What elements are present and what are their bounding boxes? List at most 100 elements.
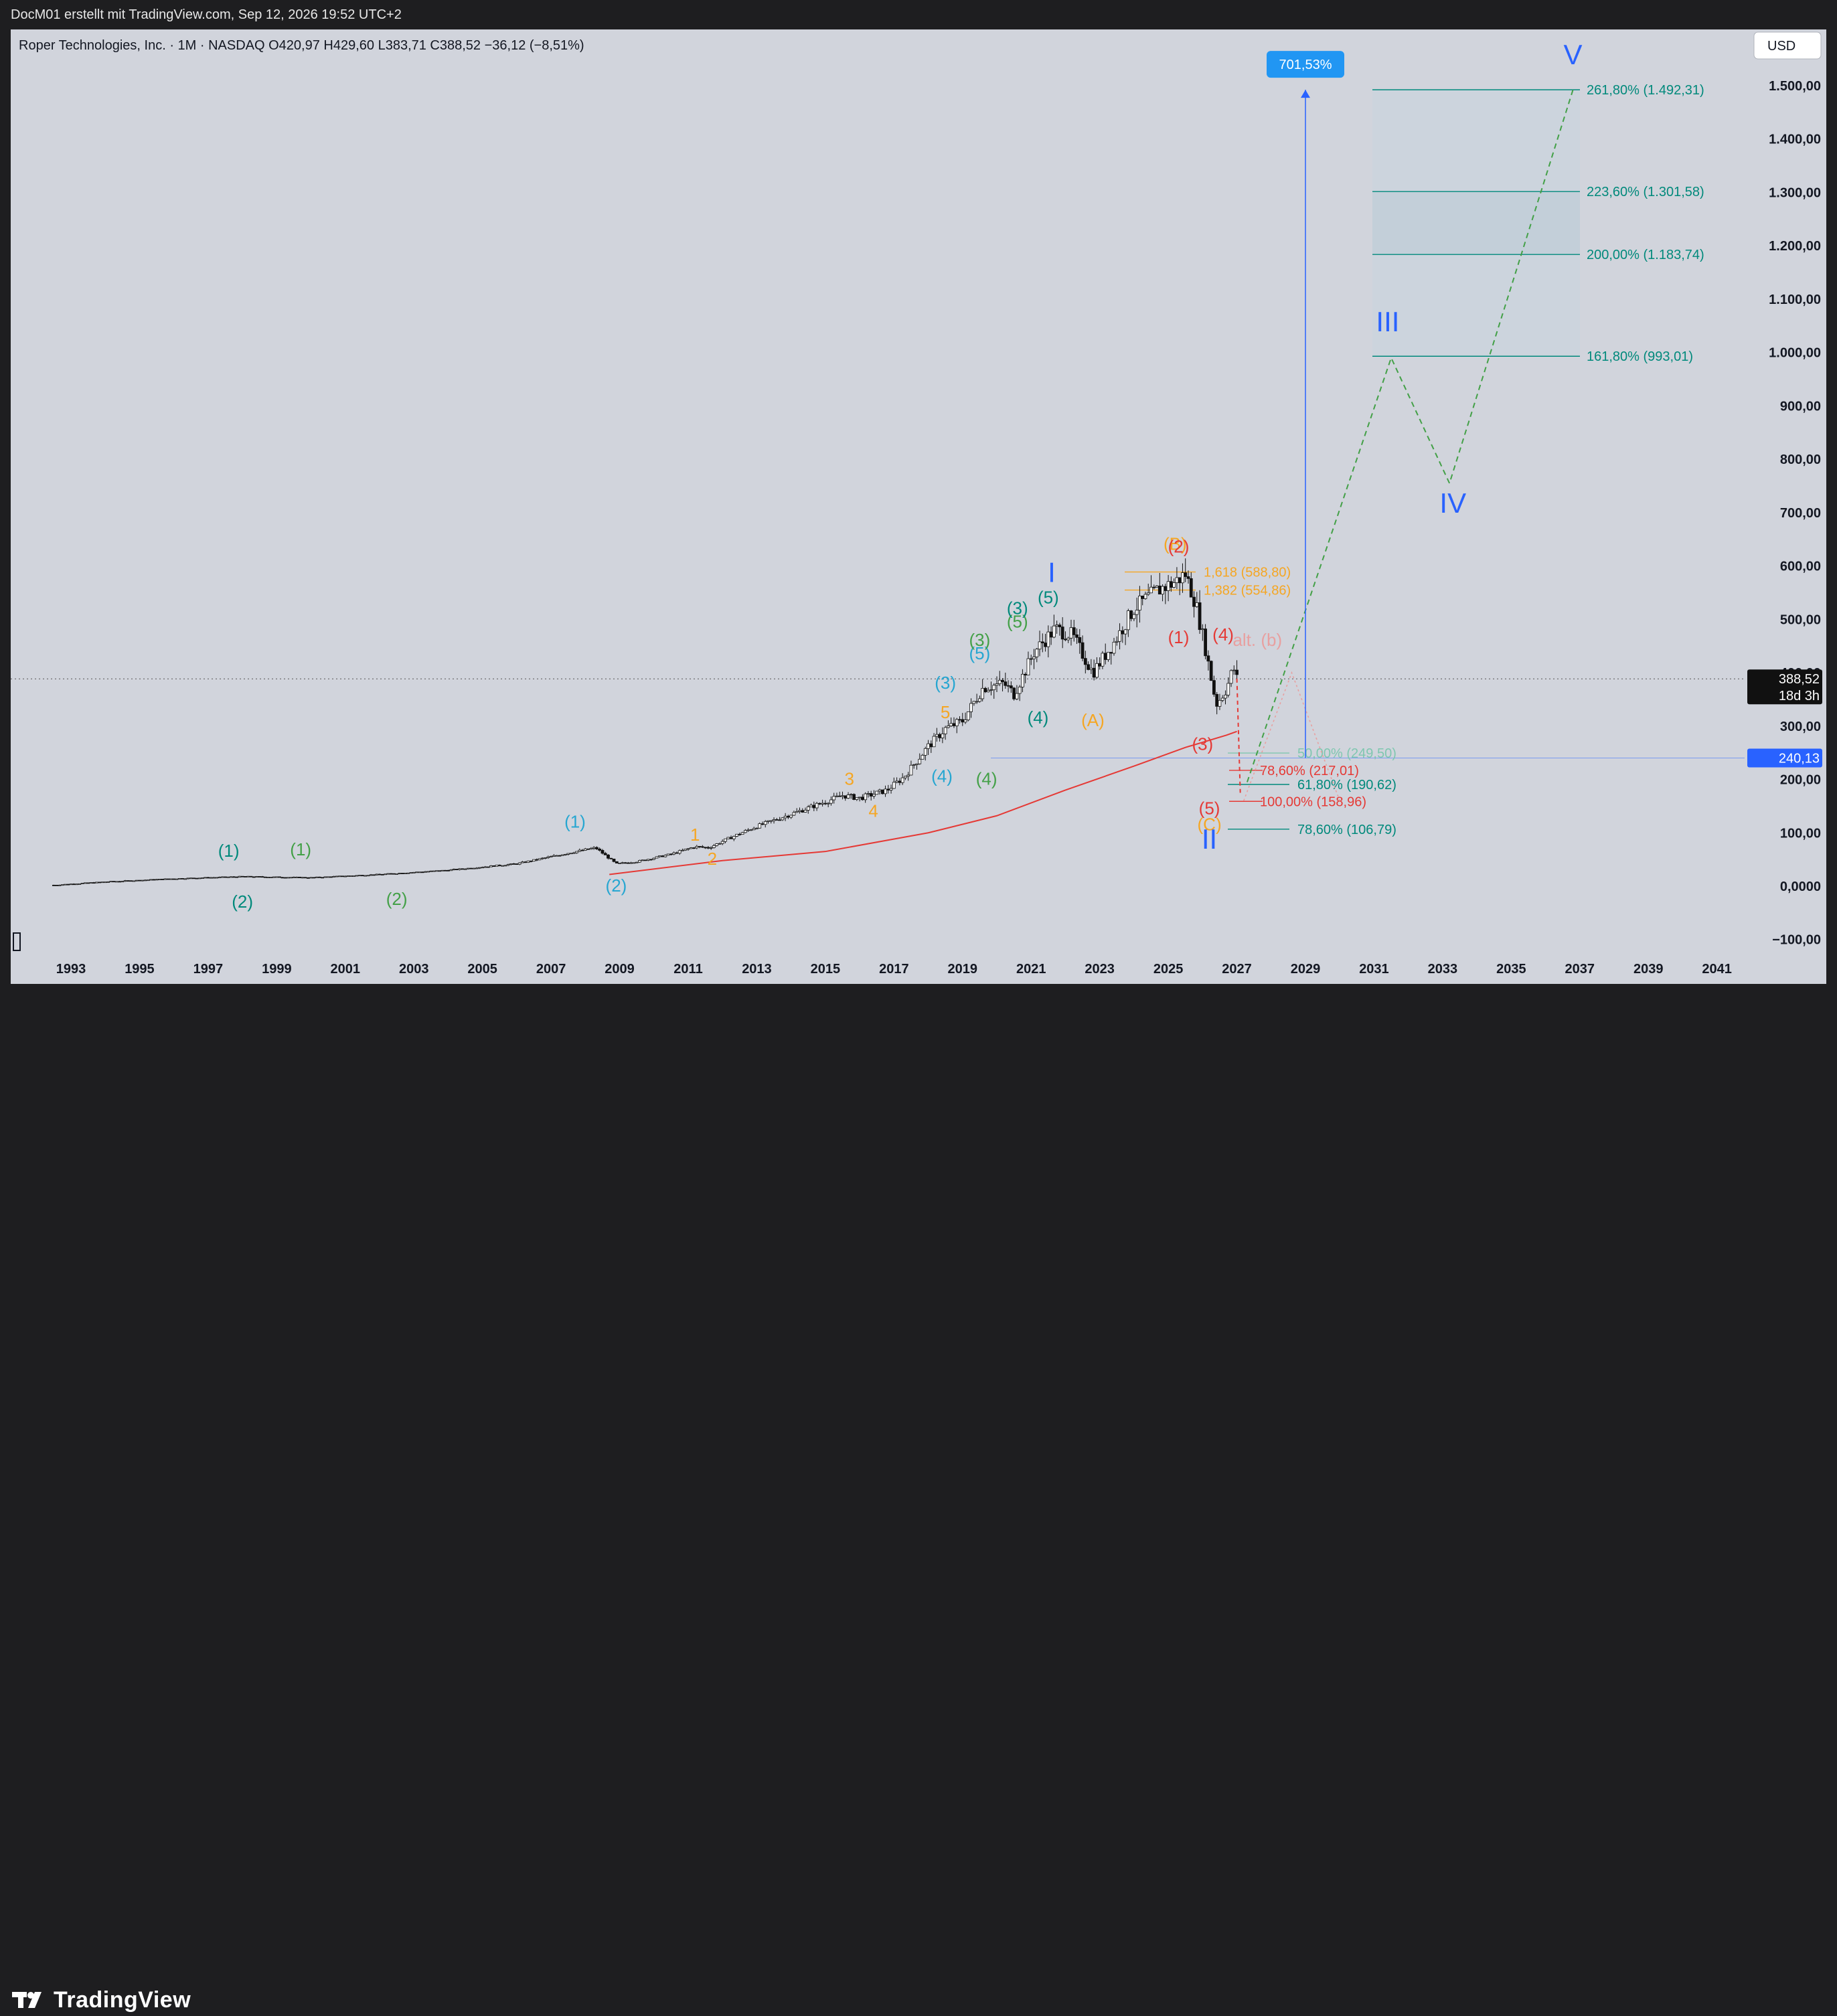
candle-body xyxy=(692,847,696,849)
candle-body xyxy=(58,884,62,886)
candle-body xyxy=(1038,641,1042,650)
candle-body xyxy=(312,877,316,879)
candle-body xyxy=(969,703,973,712)
candle-body xyxy=(1195,602,1199,607)
cursor-icon[interactable] xyxy=(13,932,21,951)
candle-body xyxy=(992,685,996,690)
candle-body xyxy=(337,875,341,877)
candle-body xyxy=(1081,642,1085,659)
candle-body xyxy=(1055,624,1059,626)
candle-body xyxy=(912,764,916,766)
fib-level-label: 1,618 (588,80) xyxy=(1204,566,1291,580)
candle-body xyxy=(1161,586,1164,595)
candle-body xyxy=(443,869,447,871)
candle-body xyxy=(821,803,825,805)
candle-body xyxy=(426,871,430,873)
candle-body xyxy=(100,881,104,884)
candle-body xyxy=(941,734,945,738)
candle-body xyxy=(947,726,950,728)
candle-body xyxy=(378,873,382,875)
candle-body xyxy=(929,743,933,748)
candle-body xyxy=(1129,610,1133,619)
currency-button[interactable] xyxy=(1753,31,1822,60)
candle-body xyxy=(538,858,542,861)
attribution-text: DocM01 erstellt mit TradingView.com, Sep… xyxy=(11,7,402,22)
candle-body xyxy=(775,819,779,821)
candle-body xyxy=(755,827,758,829)
candle-body xyxy=(138,879,141,881)
candle-body xyxy=(812,805,816,809)
candle-body xyxy=(181,878,184,879)
candle-body xyxy=(1015,693,1019,699)
price-tag-countdown: 18d 3h xyxy=(1779,689,1820,703)
candle-body xyxy=(1052,625,1056,638)
candle-body xyxy=(1035,649,1039,657)
candle-body xyxy=(1172,582,1176,588)
fib-level-label: 261,80% (1.492,31) xyxy=(1587,83,1704,98)
wave-label: 1 xyxy=(690,825,700,845)
wave-label: (4) xyxy=(1212,624,1234,645)
candle-body xyxy=(555,855,559,857)
price-chart[interactable]: Roper Technologies, Inc. · 1M · NASDAQ O… xyxy=(11,29,1826,984)
candle-body xyxy=(852,794,856,800)
candle-body xyxy=(1112,641,1116,654)
tradingview-logo[interactable]: TradingView xyxy=(12,1984,191,2016)
candle-body xyxy=(1132,614,1136,619)
candle-body xyxy=(823,803,827,805)
y-tick-label: 100,00 xyxy=(1780,826,1821,841)
measure-badge[interactable] xyxy=(1267,51,1344,78)
candle-body xyxy=(540,857,544,859)
y-tick-label: 500,00 xyxy=(1780,612,1821,627)
candle-body xyxy=(977,698,981,702)
candle-body xyxy=(238,875,242,877)
candle-body xyxy=(927,743,930,749)
candle-body xyxy=(481,867,485,869)
wave-label: III xyxy=(1376,306,1399,337)
wave-label: (3) xyxy=(969,630,990,650)
candle-body xyxy=(146,879,150,881)
candle-body xyxy=(943,727,947,734)
wave-label: (1) xyxy=(564,811,586,831)
candle-body xyxy=(698,846,702,847)
y-tick-label: 1.400,00 xyxy=(1769,133,1821,147)
candle-body xyxy=(983,687,987,693)
candle-body xyxy=(1012,687,1016,699)
candle-body xyxy=(858,796,862,799)
candle-body xyxy=(60,884,64,886)
candle-body xyxy=(869,792,873,796)
candle-body xyxy=(724,838,727,842)
candle-body xyxy=(384,873,387,875)
candle-body xyxy=(981,687,985,699)
candle-body xyxy=(1157,586,1162,595)
candle-body xyxy=(492,865,496,867)
candle-body xyxy=(989,689,993,691)
candle-body xyxy=(209,877,213,879)
candle-body xyxy=(532,859,536,862)
candle-body xyxy=(287,877,290,879)
candle-body xyxy=(341,875,344,877)
candle-body xyxy=(1024,673,1028,676)
candle-body xyxy=(1118,630,1121,642)
wave-label: (3) xyxy=(1192,734,1213,754)
fib-level-label: 78,60% (217,01) xyxy=(1260,764,1359,778)
candle-body xyxy=(1224,694,1227,699)
candle-body xyxy=(98,881,102,884)
candle-body xyxy=(860,796,864,801)
candle-body xyxy=(472,867,476,869)
chart-area[interactable]: Roper Technologies, Inc. · 1M · NASDAQ O… xyxy=(11,29,1826,984)
candle-body xyxy=(215,877,219,879)
candle-body xyxy=(141,879,145,881)
price-tag xyxy=(1747,748,1822,768)
candle-body xyxy=(1032,657,1036,659)
candle-body xyxy=(949,723,953,726)
candle-body xyxy=(303,877,307,879)
wave-label: 5 xyxy=(941,702,950,722)
candle-body xyxy=(935,734,939,737)
candle-body xyxy=(963,720,967,723)
x-tick-label: 1993 xyxy=(56,962,86,977)
candle-body xyxy=(1164,586,1168,591)
candle-body xyxy=(283,877,287,879)
candle-body xyxy=(569,853,573,855)
candle-body xyxy=(246,875,250,877)
candle-body xyxy=(501,865,504,867)
